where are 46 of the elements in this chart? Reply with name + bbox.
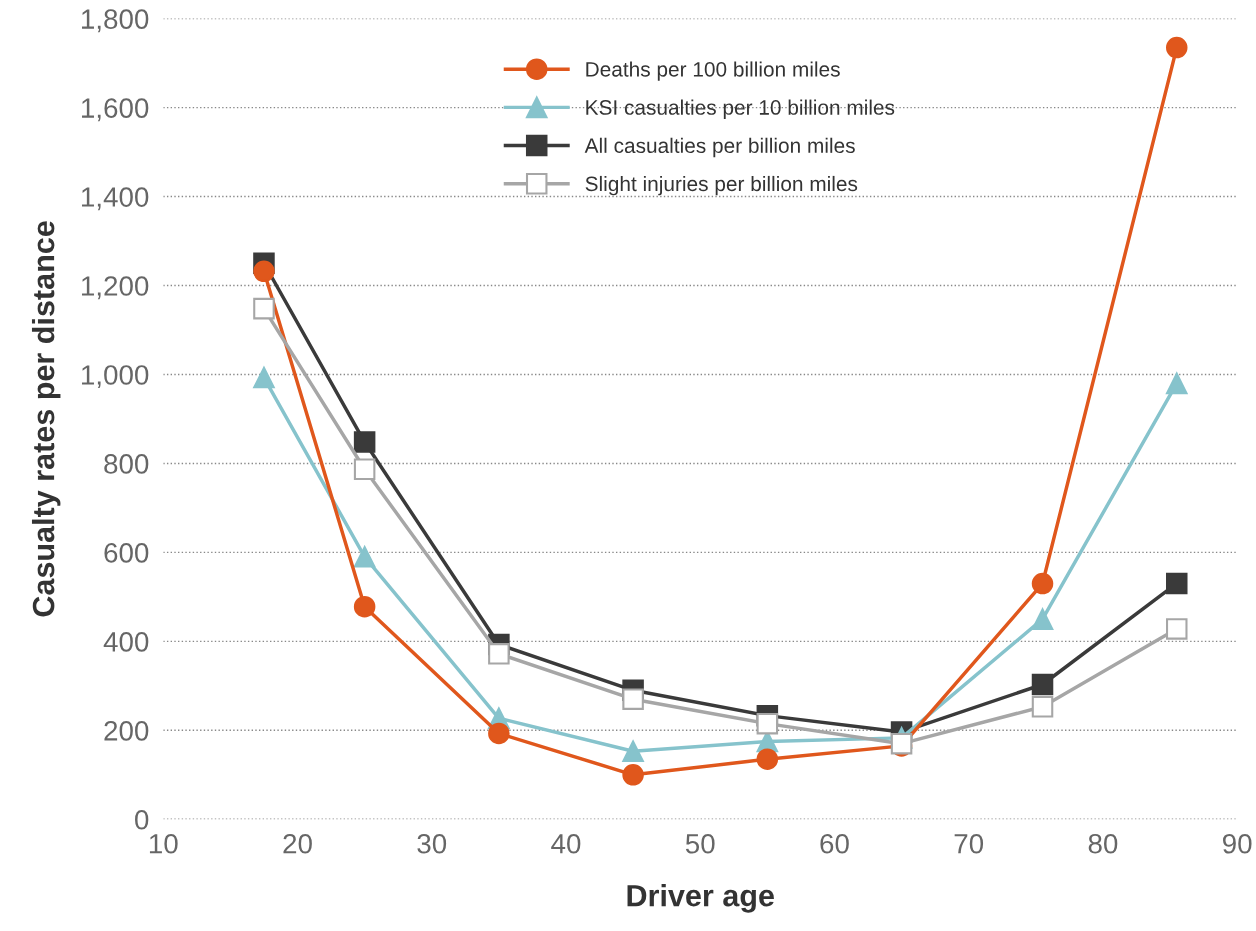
- point: [488, 643, 510, 665]
- y-tick-label: 1,800: [82, 9, 149, 33]
- x-tick-label: 30: [417, 833, 447, 854]
- point: [253, 297, 275, 320]
- point: [353, 431, 376, 453]
- y-tick-label: 600: [104, 543, 149, 563]
- point: [488, 722, 510, 745]
- y-tick-label: 0: [135, 809, 149, 830]
- point: [353, 458, 376, 480]
- point: [1031, 608, 1054, 630]
- x-tick-label: 10: [149, 833, 178, 854]
- point: [353, 595, 376, 618]
- x-tick-label: 60: [820, 833, 849, 854]
- x-tick-label: 80: [1088, 833, 1118, 854]
- point: [1031, 695, 1054, 718]
- point: [1165, 372, 1188, 395]
- x-tick-label: 70: [954, 833, 984, 854]
- y-tick-label: 200: [104, 720, 149, 741]
- x-axis-title: Driver age: [627, 884, 774, 913]
- legend-label: KSI casualties per 10 billion miles: [586, 99, 895, 119]
- y-tick-label: 800: [104, 454, 149, 474]
- point: [622, 740, 644, 762]
- x-tick-label: 50: [685, 833, 715, 854]
- x-tick-label: 20: [283, 833, 312, 854]
- point: [1165, 572, 1188, 595]
- point: [353, 546, 376, 568]
- x-tick-label: 90: [1223, 833, 1252, 854]
- point: [622, 688, 644, 710]
- point: [1031, 673, 1054, 696]
- point: [756, 712, 779, 735]
- point: [1031, 572, 1054, 595]
- y-tick-label: 1,600: [82, 98, 149, 122]
- legend-label: All casualties per billion miles: [584, 137, 855, 158]
- y-tick-label: 1,200: [82, 276, 149, 300]
- y-tick-label: 1,400: [82, 187, 149, 211]
- point: [756, 748, 779, 770]
- y-tick-label: 1,000: [82, 365, 149, 389]
- legend-label: Deaths per 100 billion miles: [586, 61, 840, 81]
- point: [253, 366, 275, 389]
- x-tick-label: 40: [551, 833, 581, 854]
- y-axis-title: Casualty rates per distance: [31, 221, 61, 617]
- legend-label: Slight injuries per billion miles: [585, 175, 858, 196]
- point: [253, 260, 275, 283]
- point: [622, 764, 644, 786]
- y-tick-label: 400: [103, 632, 149, 652]
- point: [1165, 36, 1188, 59]
